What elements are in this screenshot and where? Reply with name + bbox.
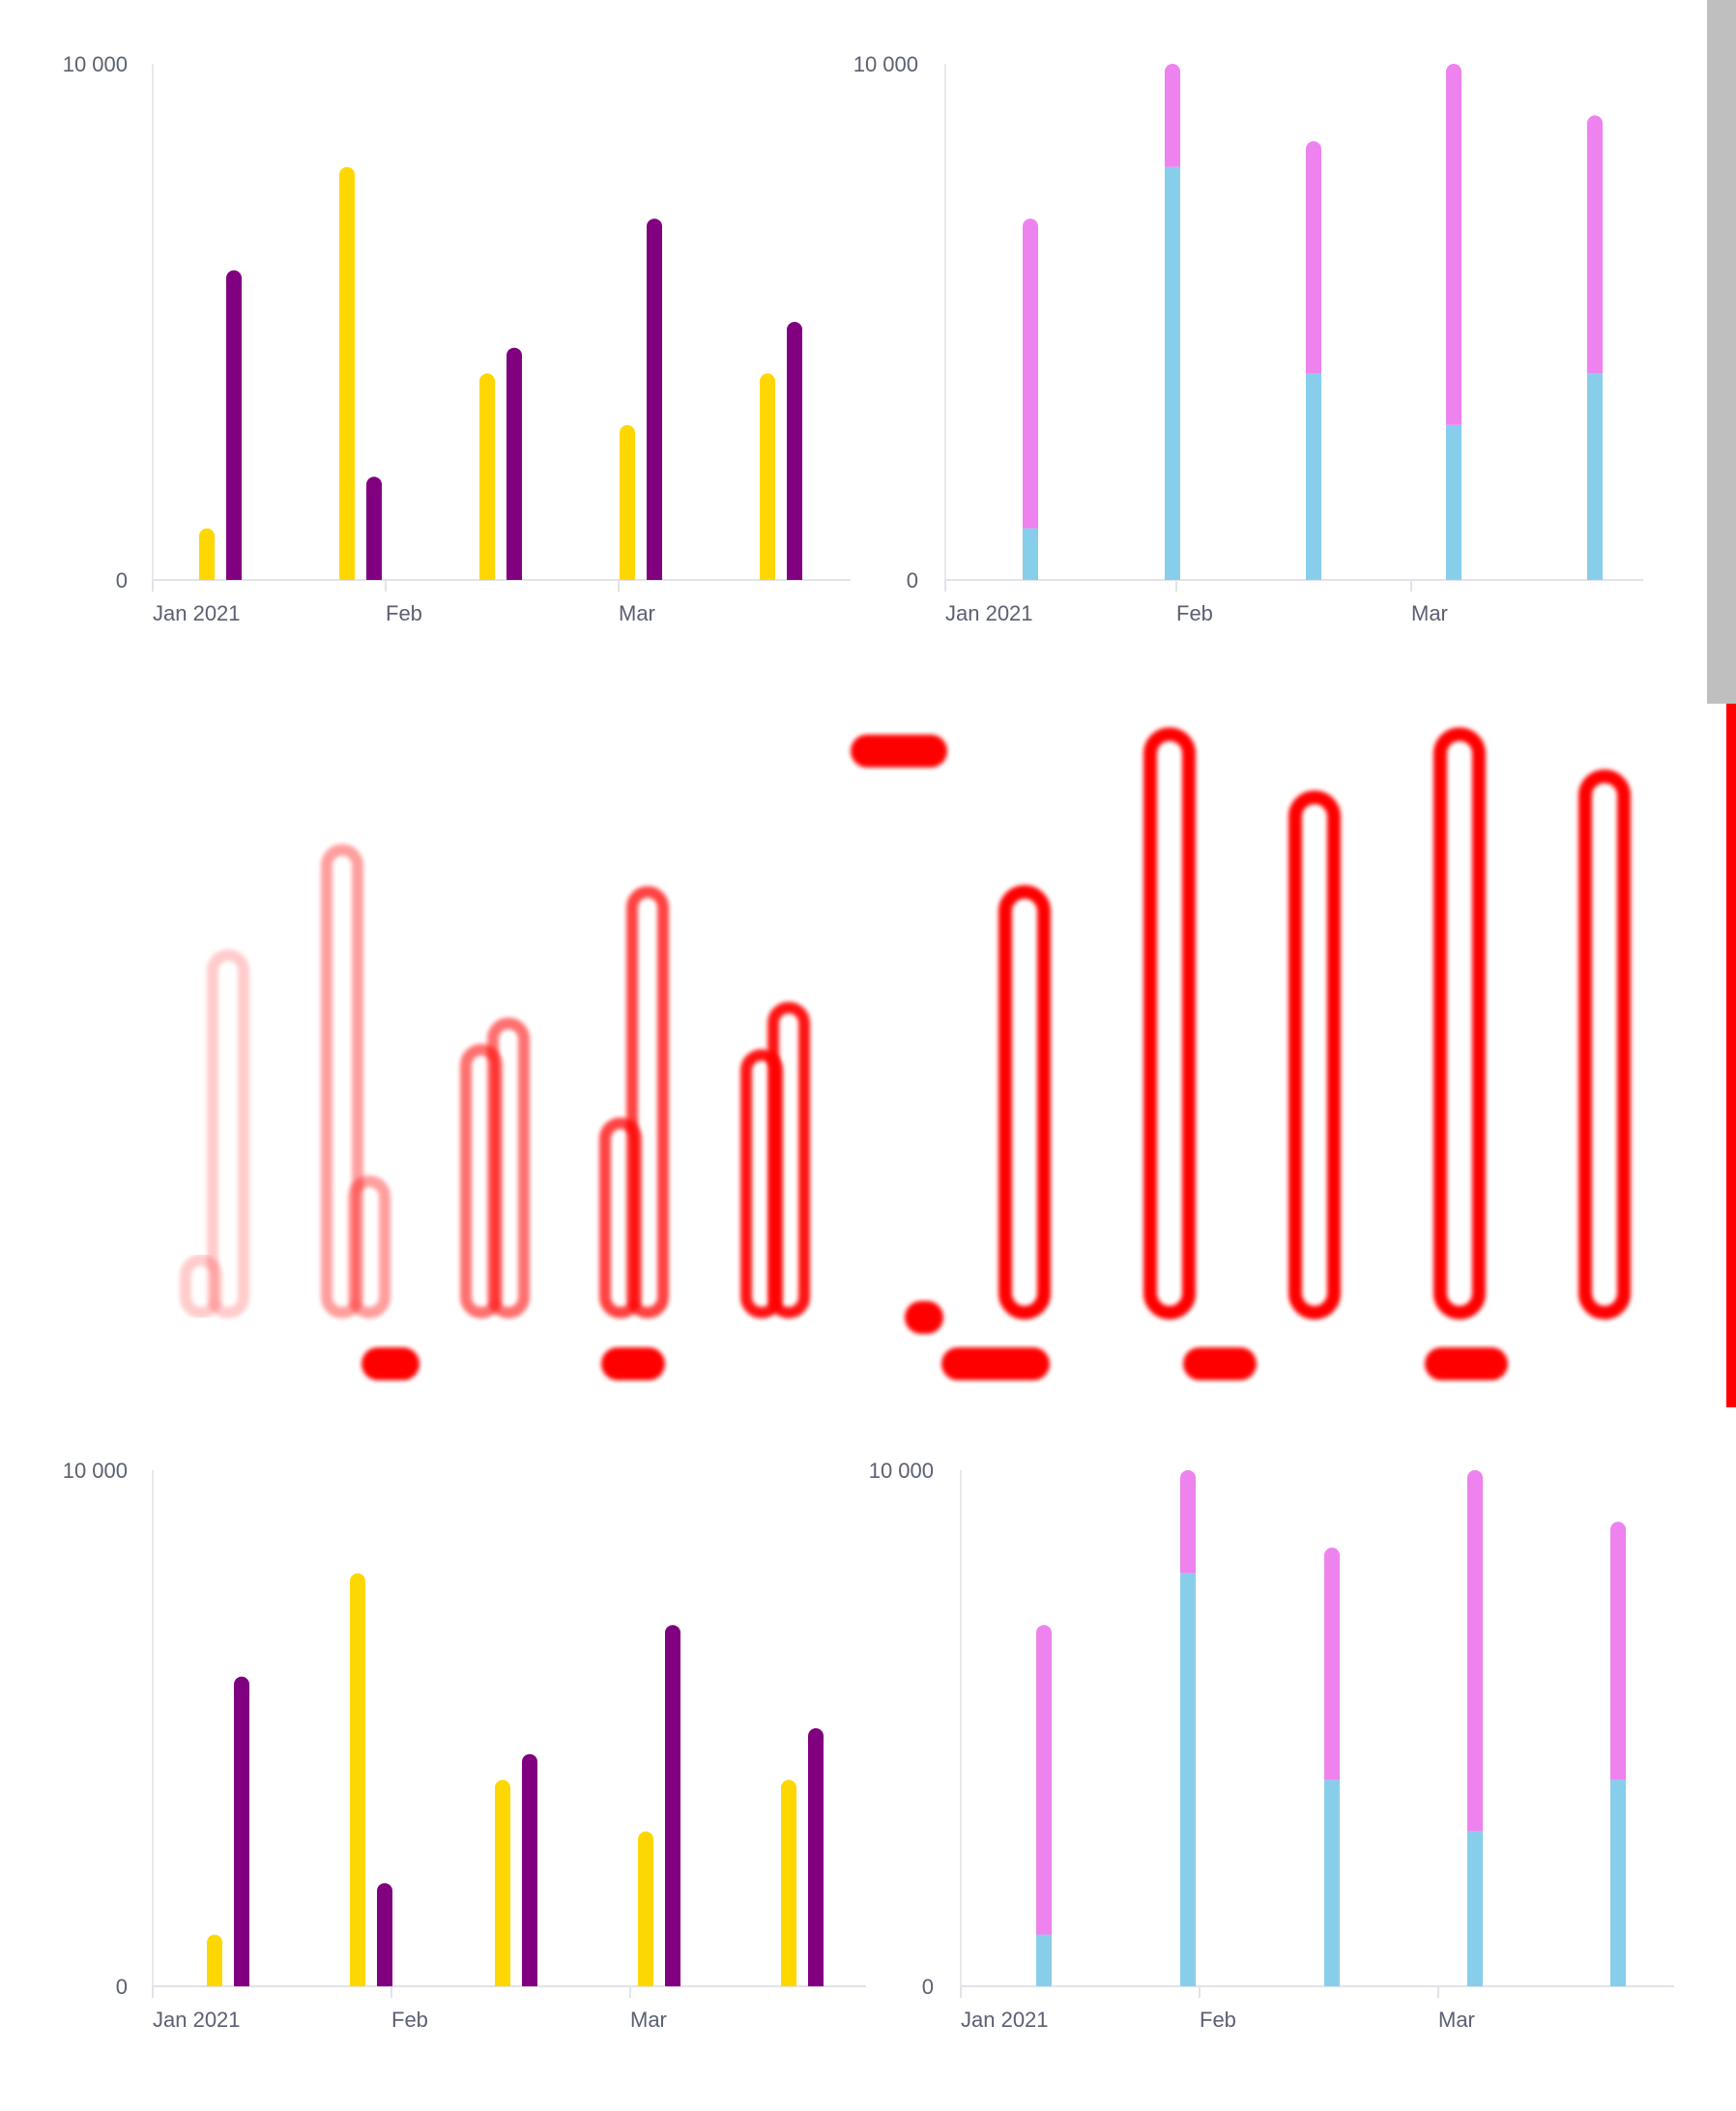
x-tick-label: Mar: [1411, 601, 1448, 625]
stacked-bar-segment-2-item-3: [1324, 1547, 1340, 1780]
y-tick-label: 10 000: [63, 52, 128, 76]
bar-series-2-item-2: [366, 477, 382, 580]
diff-bar-stacked: [1433, 727, 1486, 1320]
stacked-bar-segment-1-item-3: [1306, 373, 1321, 580]
stacked-bar-segment-2-item-5: [1610, 1521, 1626, 1780]
y-tick-label: 10 000: [854, 52, 918, 76]
stacked-bar-segment-1-item-3: [1324, 1779, 1340, 1986]
bar-series-2-item-2: [377, 1883, 392, 1986]
stacked-bar-segment-2-item-4: [1467, 1470, 1483, 1832]
y-tick-label: 0: [922, 1975, 934, 1999]
stacked-bar-chart-top: 10 000 0 Jan 2021 Feb Mar: [854, 52, 1643, 625]
bar-series-1-item-5: [781, 1779, 796, 1986]
stacked-bar-segment-2-item-2: [1165, 64, 1180, 167]
x-tick-label: Feb: [1200, 2008, 1236, 2032]
x-tick-label: Feb: [1176, 601, 1213, 625]
diff-blob: [362, 1347, 420, 1380]
bar-series-1-item-3: [479, 373, 495, 580]
diff-bar-grouped: [348, 1175, 391, 1318]
bar-series-2-item-4: [647, 218, 662, 580]
x-tick-label: Feb: [386, 601, 422, 625]
bar-series-1-item-4: [638, 1831, 653, 1986]
x-tick-label: Feb: [391, 2008, 428, 2032]
diff-bar-grouped: [321, 844, 363, 1318]
scrollbar-top[interactable]: [1707, 0, 1736, 704]
scrollbar-diff[interactable]: [1726, 704, 1736, 1407]
grouped-bar-chart-top: 10 000 0 Jan 2021 Feb Mar: [63, 52, 851, 625]
bar-series-2-item-5: [787, 322, 802, 580]
bar-series-2-item-3: [506, 347, 522, 580]
diff-blob: [1425, 1347, 1508, 1380]
stacked-bar-segment-2-item-1: [1036, 1625, 1052, 1935]
stacked-bar-segment-2-item-5: [1587, 115, 1603, 374]
stacked-bar-segment-1-item-1: [1023, 528, 1038, 580]
stacked-bar-segment-2-item-2: [1180, 1470, 1196, 1574]
stacked-bar-segment-1-item-2: [1165, 166, 1180, 581]
diff-heatmap: [180, 727, 1631, 1380]
x-tick-label: Mar: [630, 2008, 667, 2032]
bar-series-2-item-1: [234, 1676, 249, 1986]
diff-blob: [1183, 1347, 1257, 1380]
bar-series-2-item-1: [226, 270, 242, 580]
diff-blob: [905, 1301, 943, 1334]
stacked-bar-segment-1-item-5: [1587, 373, 1603, 580]
x-tick-label: Jan 2021: [153, 601, 241, 625]
bar-series-1-item-1: [207, 1934, 222, 1986]
stacked-bar-segment-1-item-5: [1610, 1779, 1626, 1986]
y-tick-label: 0: [907, 568, 918, 593]
diff-bar-stacked: [1143, 727, 1196, 1320]
diff-blob: [941, 1347, 1050, 1380]
x-tick-label: Jan 2021: [945, 601, 1033, 625]
stacked-bar-segment-1-item-1: [1036, 1934, 1052, 1986]
diff-bar-stacked: [998, 884, 1051, 1320]
bottom-charts-panel: 10 000 0 Jan 2021 Feb Mar 10 000 0 Jan 2021 Feb…: [0, 1407, 1736, 2111]
diff-blob: [601, 1347, 665, 1380]
x-tick-label: Jan 2021: [153, 2008, 241, 2032]
y-tick-label: 10 000: [869, 1459, 934, 1483]
diff-bar-stacked: [1288, 790, 1341, 1319]
y-tick-label: 10 000: [63, 1459, 128, 1483]
x-tick-label: Jan 2021: [961, 2008, 1049, 2032]
bar-series-1-item-1: [199, 528, 215, 580]
diff-overlay-panel: [0, 704, 1736, 1407]
bar-series-2-item-3: [522, 1753, 537, 1986]
bar-series-1-item-2: [339, 166, 355, 581]
grouped-bar-chart-bottom: 10 000 0 Jan 2021 Feb Mar: [63, 1459, 866, 2032]
diff-bar-grouped: [207, 949, 249, 1318]
bar-series-2-item-4: [665, 1625, 680, 1986]
bar-series-1-item-5: [760, 373, 775, 580]
top-charts-panel: 10 000 0 Jan 2021 Feb Mar 10 000 0 Jan 2021 Feb…: [0, 0, 1736, 704]
x-tick-label: Mar: [619, 601, 655, 625]
stacked-bar-segment-2-item-1: [1023, 218, 1038, 529]
bar-series-1-item-4: [620, 424, 635, 580]
bar-series-2-item-5: [808, 1728, 824, 1986]
bar-series-1-item-3: [495, 1779, 510, 1986]
bar-series-1-item-2: [350, 1573, 365, 1986]
x-tick-label: Mar: [1438, 2008, 1475, 2032]
stacked-bar-segment-1-item-2: [1180, 1573, 1196, 1986]
diff-bar-grouped: [626, 885, 669, 1319]
diff-bar-grouped: [767, 1001, 810, 1318]
diff-bar-stacked: [1578, 769, 1631, 1320]
stacked-bar-chart-bottom: 10 000 0 Jan 2021 Feb Mar: [869, 1459, 1674, 2032]
y-tick-label: 0: [116, 568, 128, 593]
stacked-bar-segment-1-item-4: [1446, 424, 1461, 580]
stacked-bar-segment-2-item-4: [1446, 64, 1461, 425]
diff-blob: [851, 735, 947, 767]
stacked-bar-segment-1-item-4: [1467, 1831, 1483, 1986]
stacked-bar-segment-2-item-3: [1306, 141, 1321, 374]
diff-bar-grouped: [487, 1017, 530, 1318]
y-tick-label: 0: [116, 1975, 128, 1999]
